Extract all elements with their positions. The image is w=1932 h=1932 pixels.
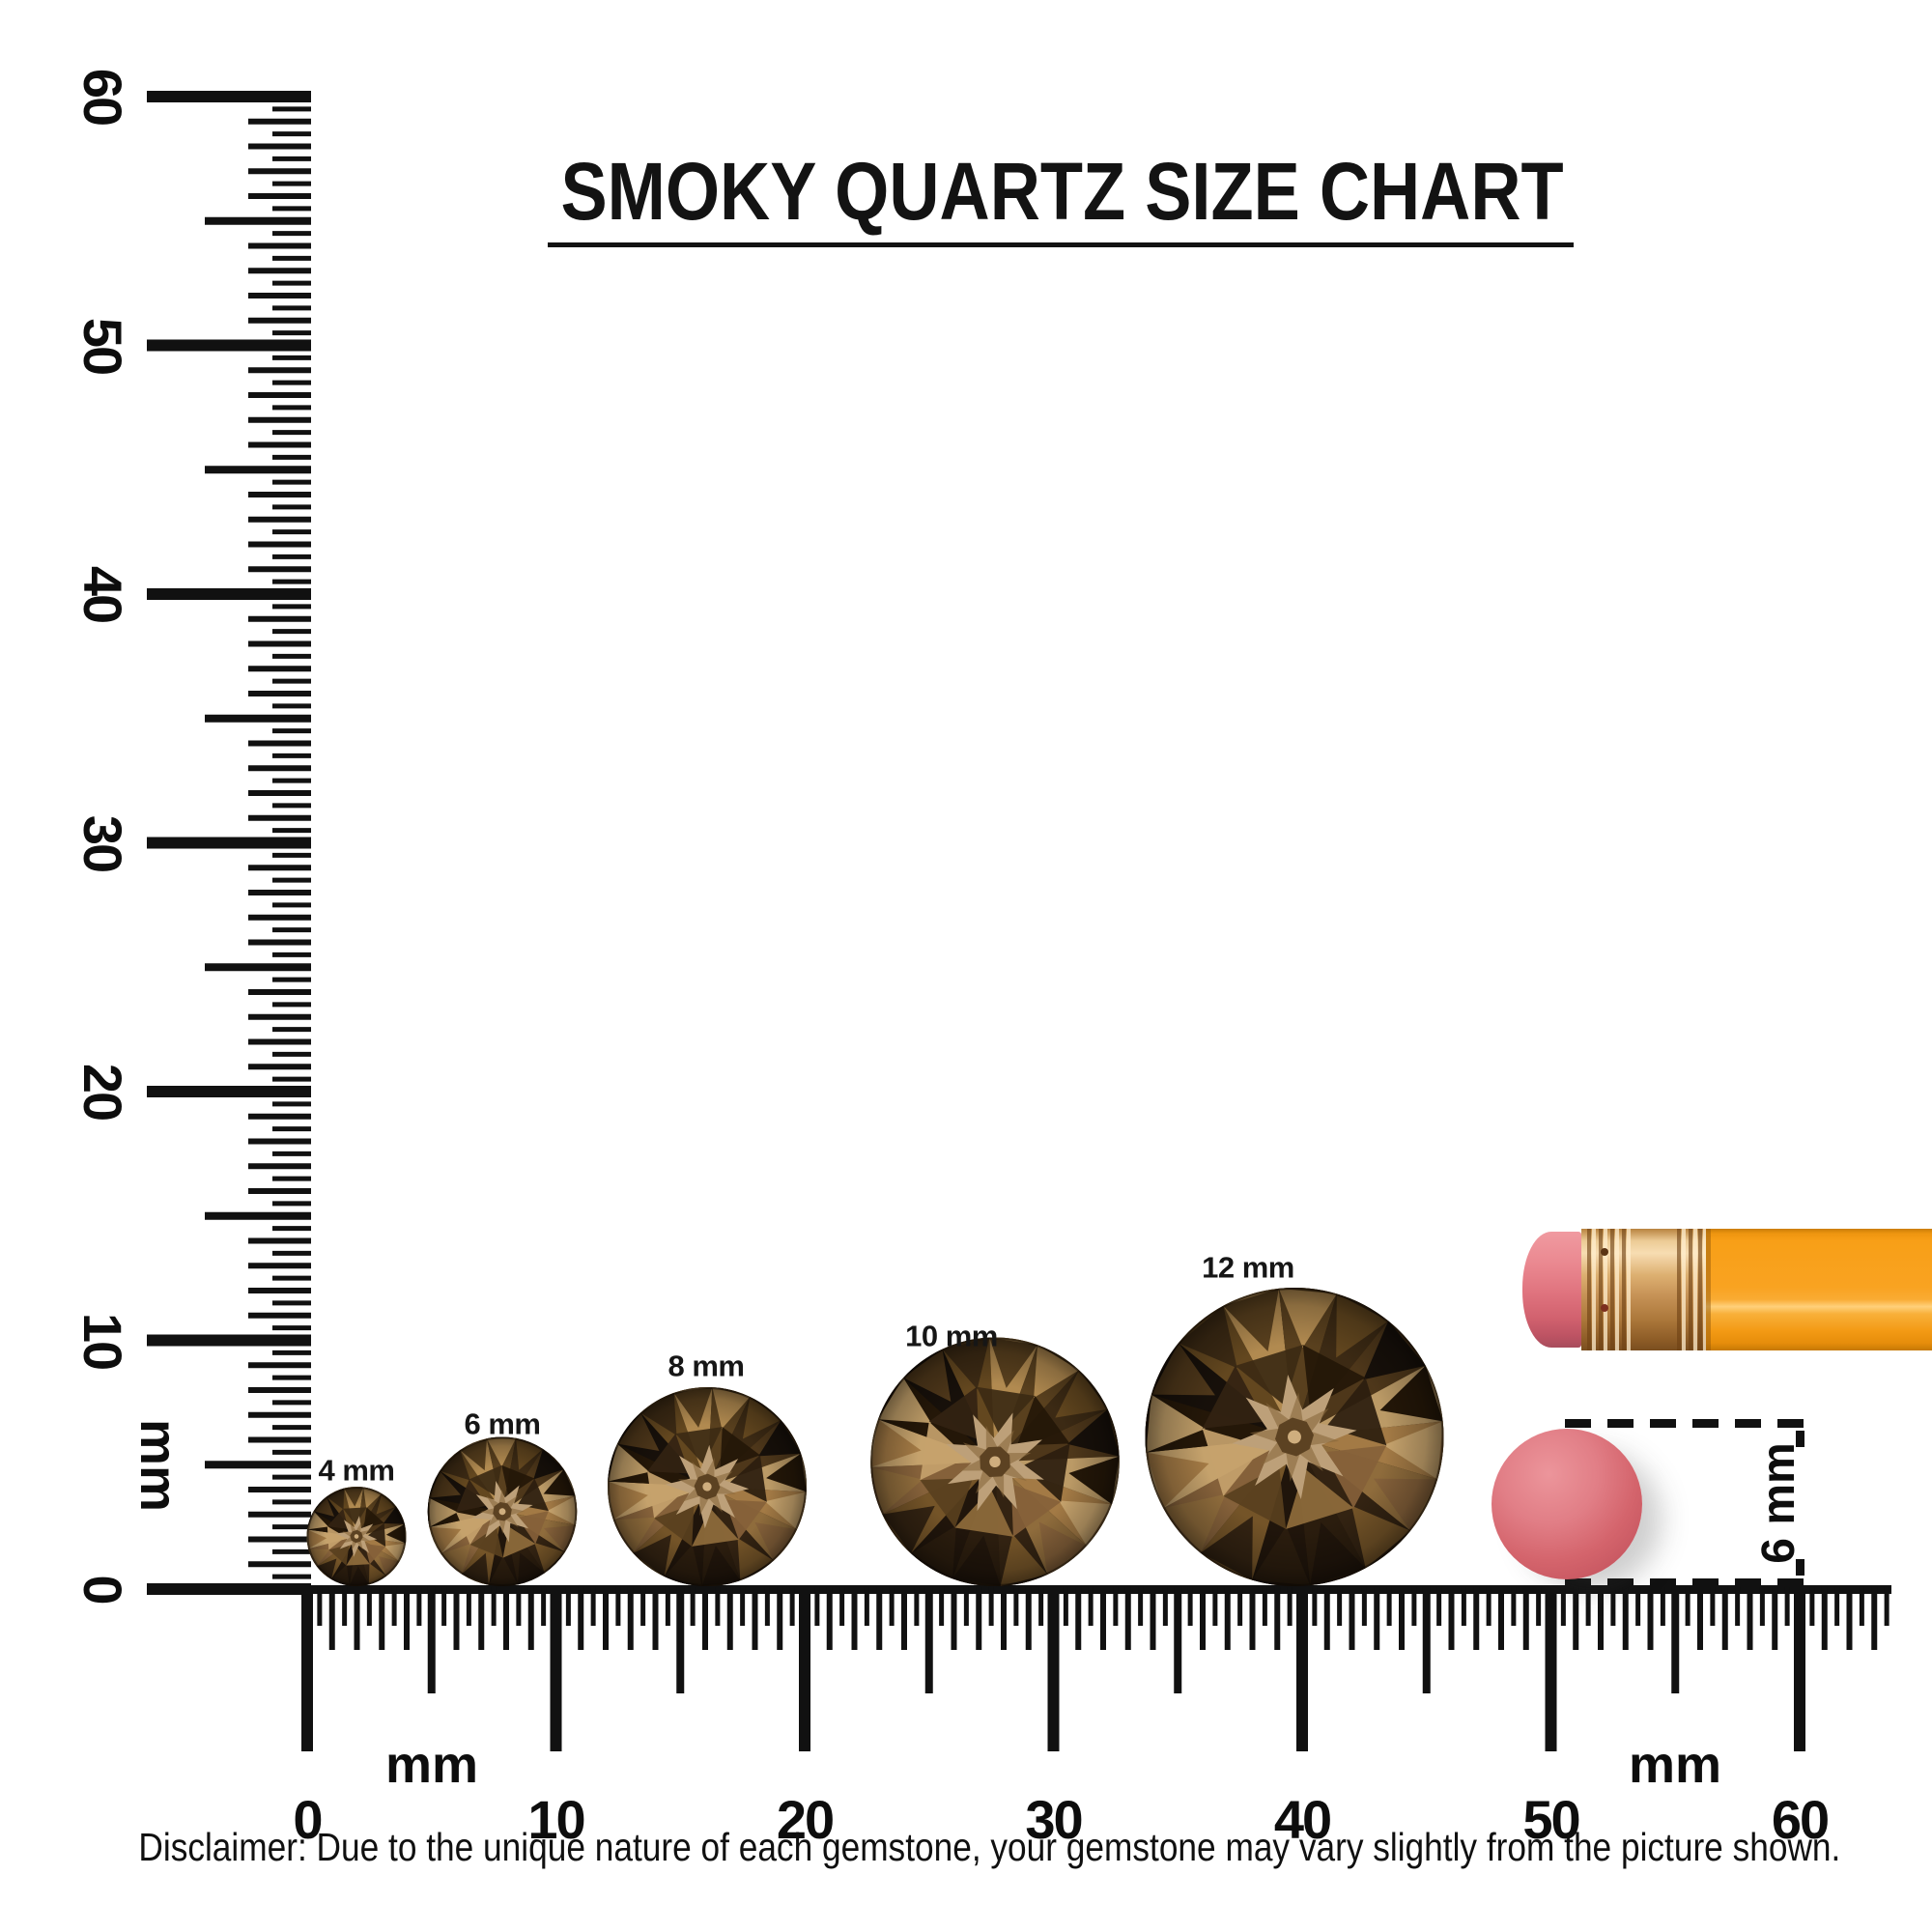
v-ruler-label-0: 0 — [72, 1575, 133, 1604]
eraser-top-view — [1492, 1429, 1642, 1579]
v-ruler-label-60: 60 — [72, 68, 133, 126]
gem-label-8mm: 8 mm — [668, 1349, 745, 1383]
h-ruler-label-0: 0 — [293, 1789, 323, 1850]
gem-label-10mm: 10 mm — [905, 1319, 998, 1353]
pencil-eraser — [1522, 1232, 1581, 1348]
v-ruler-unit-label: mm — [129, 1418, 187, 1513]
page-title-text: SMOKY QUARTZ SIZE CHART — [560, 146, 1565, 237]
h-ruler-label-20: 20 — [776, 1789, 835, 1850]
gemstones — [306, 1288, 1444, 1587]
disclaimer-text: Disclaimer: Due to the unique nature of … — [0, 1825, 1932, 1869]
h-ruler-unit-label-right: mm — [1628, 1736, 1722, 1794]
title-underline — [548, 242, 1574, 247]
gem-6mm — [427, 1436, 578, 1587]
v-ruler-label-40: 40 — [72, 565, 133, 623]
gem-8mm — [608, 1387, 807, 1586]
disclaimer-inner: Disclaimer: Due to the unique nature of … — [138, 1825, 1841, 1869]
pencil-ferrule — [1581, 1229, 1706, 1350]
ferrule-rivet — [1601, 1248, 1608, 1256]
gem-10mm — [870, 1337, 1120, 1586]
ferrule-rivet — [1601, 1304, 1608, 1312]
h-ruler-label-10: 10 — [527, 1789, 585, 1850]
v-ruler-label-50: 50 — [72, 317, 133, 374]
h-ruler-unit-label-left: mm — [384, 1736, 479, 1794]
page-title: SMOKY QUARTZ SIZE CHART — [309, 151, 1816, 232]
pencil-body — [1706, 1229, 1932, 1350]
pencil — [1522, 1229, 1932, 1350]
gem-label-6mm: 6 mm — [464, 1406, 541, 1441]
gem-label-12mm: 12 mm — [1202, 1250, 1294, 1285]
eraser-diameter-label: 6 mm — [1753, 1442, 1804, 1564]
v-ruler-label-20: 20 — [72, 1063, 133, 1121]
v-ruler-label-10: 10 — [72, 1312, 133, 1369]
gem-label-4mm: 4 mm — [318, 1453, 395, 1488]
ruler-ticks — [147, 91, 1891, 1751]
gem-12mm — [1145, 1288, 1444, 1586]
gem-4mm — [306, 1487, 407, 1586]
h-ruler-label-50: 50 — [1522, 1789, 1580, 1850]
h-ruler-label-30: 30 — [1025, 1789, 1083, 1850]
eraser-dimension-bracket — [1565, 1419, 1804, 1587]
v-ruler-label-30: 30 — [72, 814, 133, 871]
h-ruler-label-40: 40 — [1273, 1789, 1332, 1850]
h-ruler-label-60: 60 — [1771, 1789, 1830, 1850]
